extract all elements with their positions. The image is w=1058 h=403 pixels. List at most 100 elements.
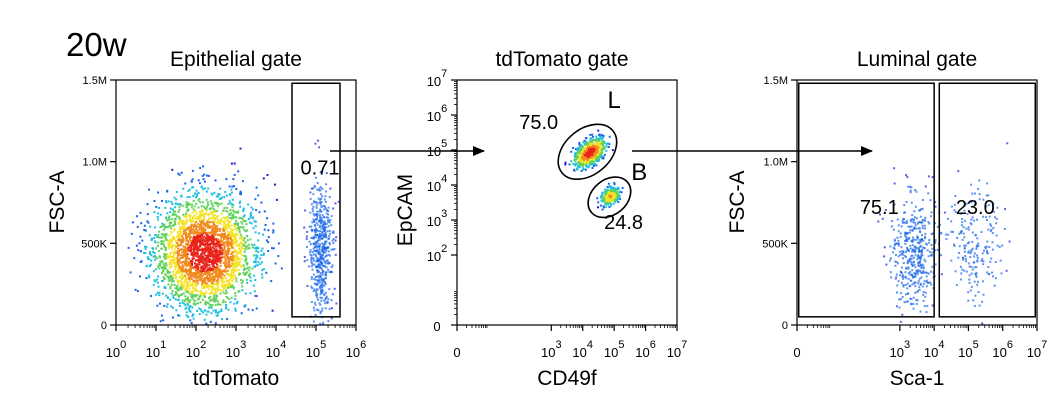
event-dot [316,216,319,219]
event-dot [920,276,923,279]
event-dot [188,287,191,290]
event-dot [312,218,315,221]
event-dot [201,241,204,244]
event-dot [224,283,227,286]
event-dot [170,265,173,268]
event-dot [205,198,208,201]
event-dot [924,216,927,219]
event-dot [207,254,210,257]
event-dot [263,228,266,231]
event-dot [192,255,195,257]
event-dot [232,259,235,262]
event-dot [191,290,193,293]
event-dot [319,296,322,299]
event-dot [249,216,252,219]
event-dot [144,229,147,232]
event-dot [171,277,174,280]
event-dot [187,299,190,302]
event-dot [597,129,600,132]
event-dot [154,240,157,243]
event-dot [233,173,236,176]
event-dot [180,280,183,283]
event-dot [577,161,580,164]
event-dot [217,268,220,271]
event-dot [136,225,139,228]
event-dot [204,225,207,228]
event-dot [212,228,215,231]
event-dot [224,301,227,304]
y-tick-label: 0 [782,320,788,332]
event-dot [325,183,328,186]
event-dot [588,163,591,165]
event-dot [224,227,227,230]
event-dot [228,243,231,246]
event-dot [328,243,331,246]
event-dot [324,282,327,285]
event-dot [214,275,217,277]
event-dot [980,231,983,233]
event-dot [918,288,921,291]
event-dot [172,258,175,261]
event-dot [924,185,927,188]
event-dot [907,248,910,251]
event-dot [594,151,597,154]
event-dot [599,156,602,159]
event-dot [247,218,250,220]
event-dot [227,264,230,267]
event-dot [229,231,232,234]
event-dot [244,255,247,258]
event-dot [165,201,168,204]
event-dot [969,256,972,259]
event-dot [274,183,276,186]
event-dot [170,227,173,230]
event-dot [611,189,614,192]
event-dot [963,236,966,239]
event-dot [323,247,326,249]
event-dot [621,186,624,189]
event-dot [229,217,232,219]
event-dot [315,204,318,207]
event-dot [578,143,581,146]
event-dot [169,262,172,265]
event-dot [236,255,238,258]
event-dot [586,161,589,164]
event-dot [608,194,611,197]
event-dot [194,289,197,292]
event-dot [233,273,236,276]
event-dot [967,291,970,294]
event-dot [219,227,222,230]
event-dot [906,176,909,179]
event-dot [574,160,577,163]
event-dot [234,309,237,312]
event-dot [957,252,960,254]
event-dot [223,274,226,277]
event-dot [908,250,910,253]
event-dot [178,287,181,290]
event-dot [219,259,222,262]
event-dot [235,188,238,190]
event-dot [312,213,315,215]
event-dot [911,214,914,217]
event-dot [313,220,316,223]
event-dot [319,198,321,201]
event-dot [235,229,238,232]
event-dot [918,286,921,289]
event-dot [606,186,609,188]
event-dot [191,216,194,219]
event-dot [228,247,231,250]
event-dot [199,237,202,240]
event-dot [324,307,327,310]
x-tick-label: 106 [992,339,1013,360]
event-dot [327,298,330,301]
event-dot [945,238,948,241]
event-dot [154,234,157,236]
event-dot [237,233,240,236]
event-dot [236,222,239,225]
event-dot [586,141,589,144]
event-dot [198,296,201,299]
event-dot [214,268,217,271]
event-dot [973,219,976,222]
event-dot [919,310,922,313]
event-dot [600,148,603,151]
